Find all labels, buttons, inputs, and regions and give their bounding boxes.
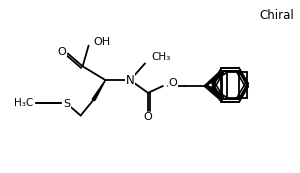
Text: N: N bbox=[126, 74, 135, 87]
Text: S: S bbox=[63, 99, 70, 109]
Text: O: O bbox=[144, 112, 152, 122]
Text: O: O bbox=[57, 47, 66, 57]
Text: H₃C: H₃C bbox=[14, 98, 33, 108]
Text: CH₃: CH₃ bbox=[151, 52, 170, 62]
Polygon shape bbox=[92, 80, 105, 101]
Text: OH: OH bbox=[94, 37, 111, 47]
Text: O: O bbox=[169, 78, 178, 88]
Text: Chiral: Chiral bbox=[259, 9, 294, 22]
